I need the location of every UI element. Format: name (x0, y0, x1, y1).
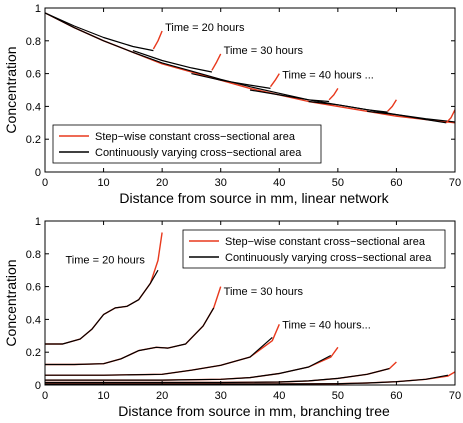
x-tick-label: 0 (42, 177, 48, 189)
y-tick-label: 1 (35, 216, 41, 228)
legend-label-continuous: Continuously varying cross−sectional are… (95, 147, 302, 159)
series-continuous-line-6 (191, 73, 271, 89)
y-tick-label: 1 (35, 3, 41, 15)
series-continuous-line-12 (367, 110, 447, 124)
time-annotation: Time = 20 hours (66, 255, 146, 267)
series-stepwise-line-3 (152, 30, 163, 50)
legend-box (52, 124, 322, 164)
legend-box (182, 229, 446, 269)
x-tick-label: 20 (156, 390, 168, 402)
x-axis-label: Distance from source in mm, branching tr… (118, 403, 390, 419)
series-stepwise-line-0 (44, 12, 456, 124)
plot-frame (44, 220, 456, 386)
x-tick-label: 10 (97, 177, 109, 189)
series-stepwise-line-9 (328, 88, 339, 101)
y-tick-label: 0.2 (26, 347, 41, 359)
time-annotation: Time = 40 hours... (282, 319, 371, 331)
legend-label-continuous: Continuously varying cross−sectional are… (225, 252, 432, 264)
x-tick-label: 50 (332, 177, 344, 189)
y-tick-label: 0.6 (26, 282, 41, 294)
time-annotation: Time = 20 hours (165, 22, 245, 34)
x-tick-label: 40 (273, 390, 285, 402)
x-axis-label: Distance from source in mm, linear netwo… (119, 190, 389, 206)
series-continuous-line-4 (132, 50, 213, 73)
y-tick-label: 0.8 (26, 36, 41, 48)
time-annotation: Time = 30 hours (224, 286, 304, 298)
series-continuous-line-10 (308, 100, 388, 113)
y-tick-label: 0.8 (26, 249, 41, 261)
y-tick-label: 0.6 (26, 69, 41, 81)
x-tick-label: 0 (42, 390, 48, 402)
series-stepwise-line-13 (445, 109, 456, 124)
x-tick-label: 70 (449, 390, 461, 402)
x-tick-label: 10 (97, 390, 109, 402)
x-tick-label: 30 (215, 177, 227, 189)
series-continuous-line-5 (45, 336, 273, 376)
x-tick-label: 40 (273, 177, 285, 189)
y-tick-label: 0.4 (26, 101, 41, 113)
y-axis-label: Concentration (3, 259, 19, 346)
series-continuous-line-7 (45, 354, 332, 381)
series-stepwise-line-0 (45, 232, 163, 345)
x-tick-label: 20 (156, 177, 168, 189)
legend-label-stepwise: Step−wise constant cross−sectional area (95, 131, 296, 143)
plot-frame (44, 7, 456, 173)
y-tick-label: 0.2 (26, 134, 41, 146)
y-tick-label: 0 (35, 167, 41, 179)
chart-linear-network: 0 10 20 30 40 50 60 70 0 0.2 0.4 0.6 0.8 1 Distance fr… (3, 3, 461, 206)
y-axis-label: Concentration (3, 46, 19, 133)
x-tick-label: 50 (332, 390, 344, 402)
x-tick-label: 70 (449, 177, 461, 189)
legend-label-stepwise: Step−wise constant cross−sectional area (225, 236, 426, 248)
chart-branching-tree: 0 10 20 30 40 50 60 70 0 0.2 0.4 0.6 0.8 1 Distance fr… (3, 216, 461, 419)
series-stepwise-line-7 (269, 73, 280, 88)
time-annotation: Time = 40 hours ... (282, 70, 374, 82)
x-tick-label: 60 (390, 390, 402, 402)
series-stepwise-line-11 (387, 99, 397, 112)
y-tick-label: 0.4 (26, 314, 41, 326)
series-stepwise-line-5 (211, 53, 222, 71)
series-continuous-line-8 (249, 89, 330, 103)
x-tick-label: 30 (215, 390, 227, 402)
series-continuous-line-2 (44, 12, 154, 52)
series-continuous-line-1 (45, 269, 159, 345)
series-stepwise-line-4 (45, 324, 280, 376)
time-annotation: Time = 30 hours (224, 45, 304, 57)
series-continuous-line-3 (45, 307, 215, 366)
x-tick-label: 60 (390, 177, 402, 189)
y-tick-label: 0 (35, 380, 41, 392)
